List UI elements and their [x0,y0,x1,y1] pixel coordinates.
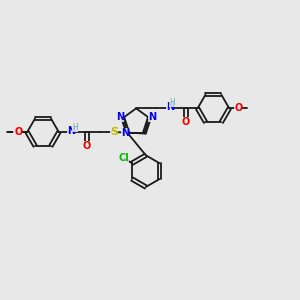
Text: O: O [13,127,21,137]
Text: O: O [234,103,242,113]
Text: N: N [166,102,174,112]
Text: H: H [72,123,78,132]
Text: S: S [110,127,118,137]
Text: Cl: Cl [118,153,129,163]
Text: H: H [169,98,175,107]
Text: N: N [67,126,75,136]
Text: N: N [148,112,156,122]
Text: O: O [82,141,91,151]
Text: N: N [121,128,129,139]
Text: O: O [182,117,190,127]
Text: O: O [14,127,22,137]
Text: N: N [116,112,124,122]
